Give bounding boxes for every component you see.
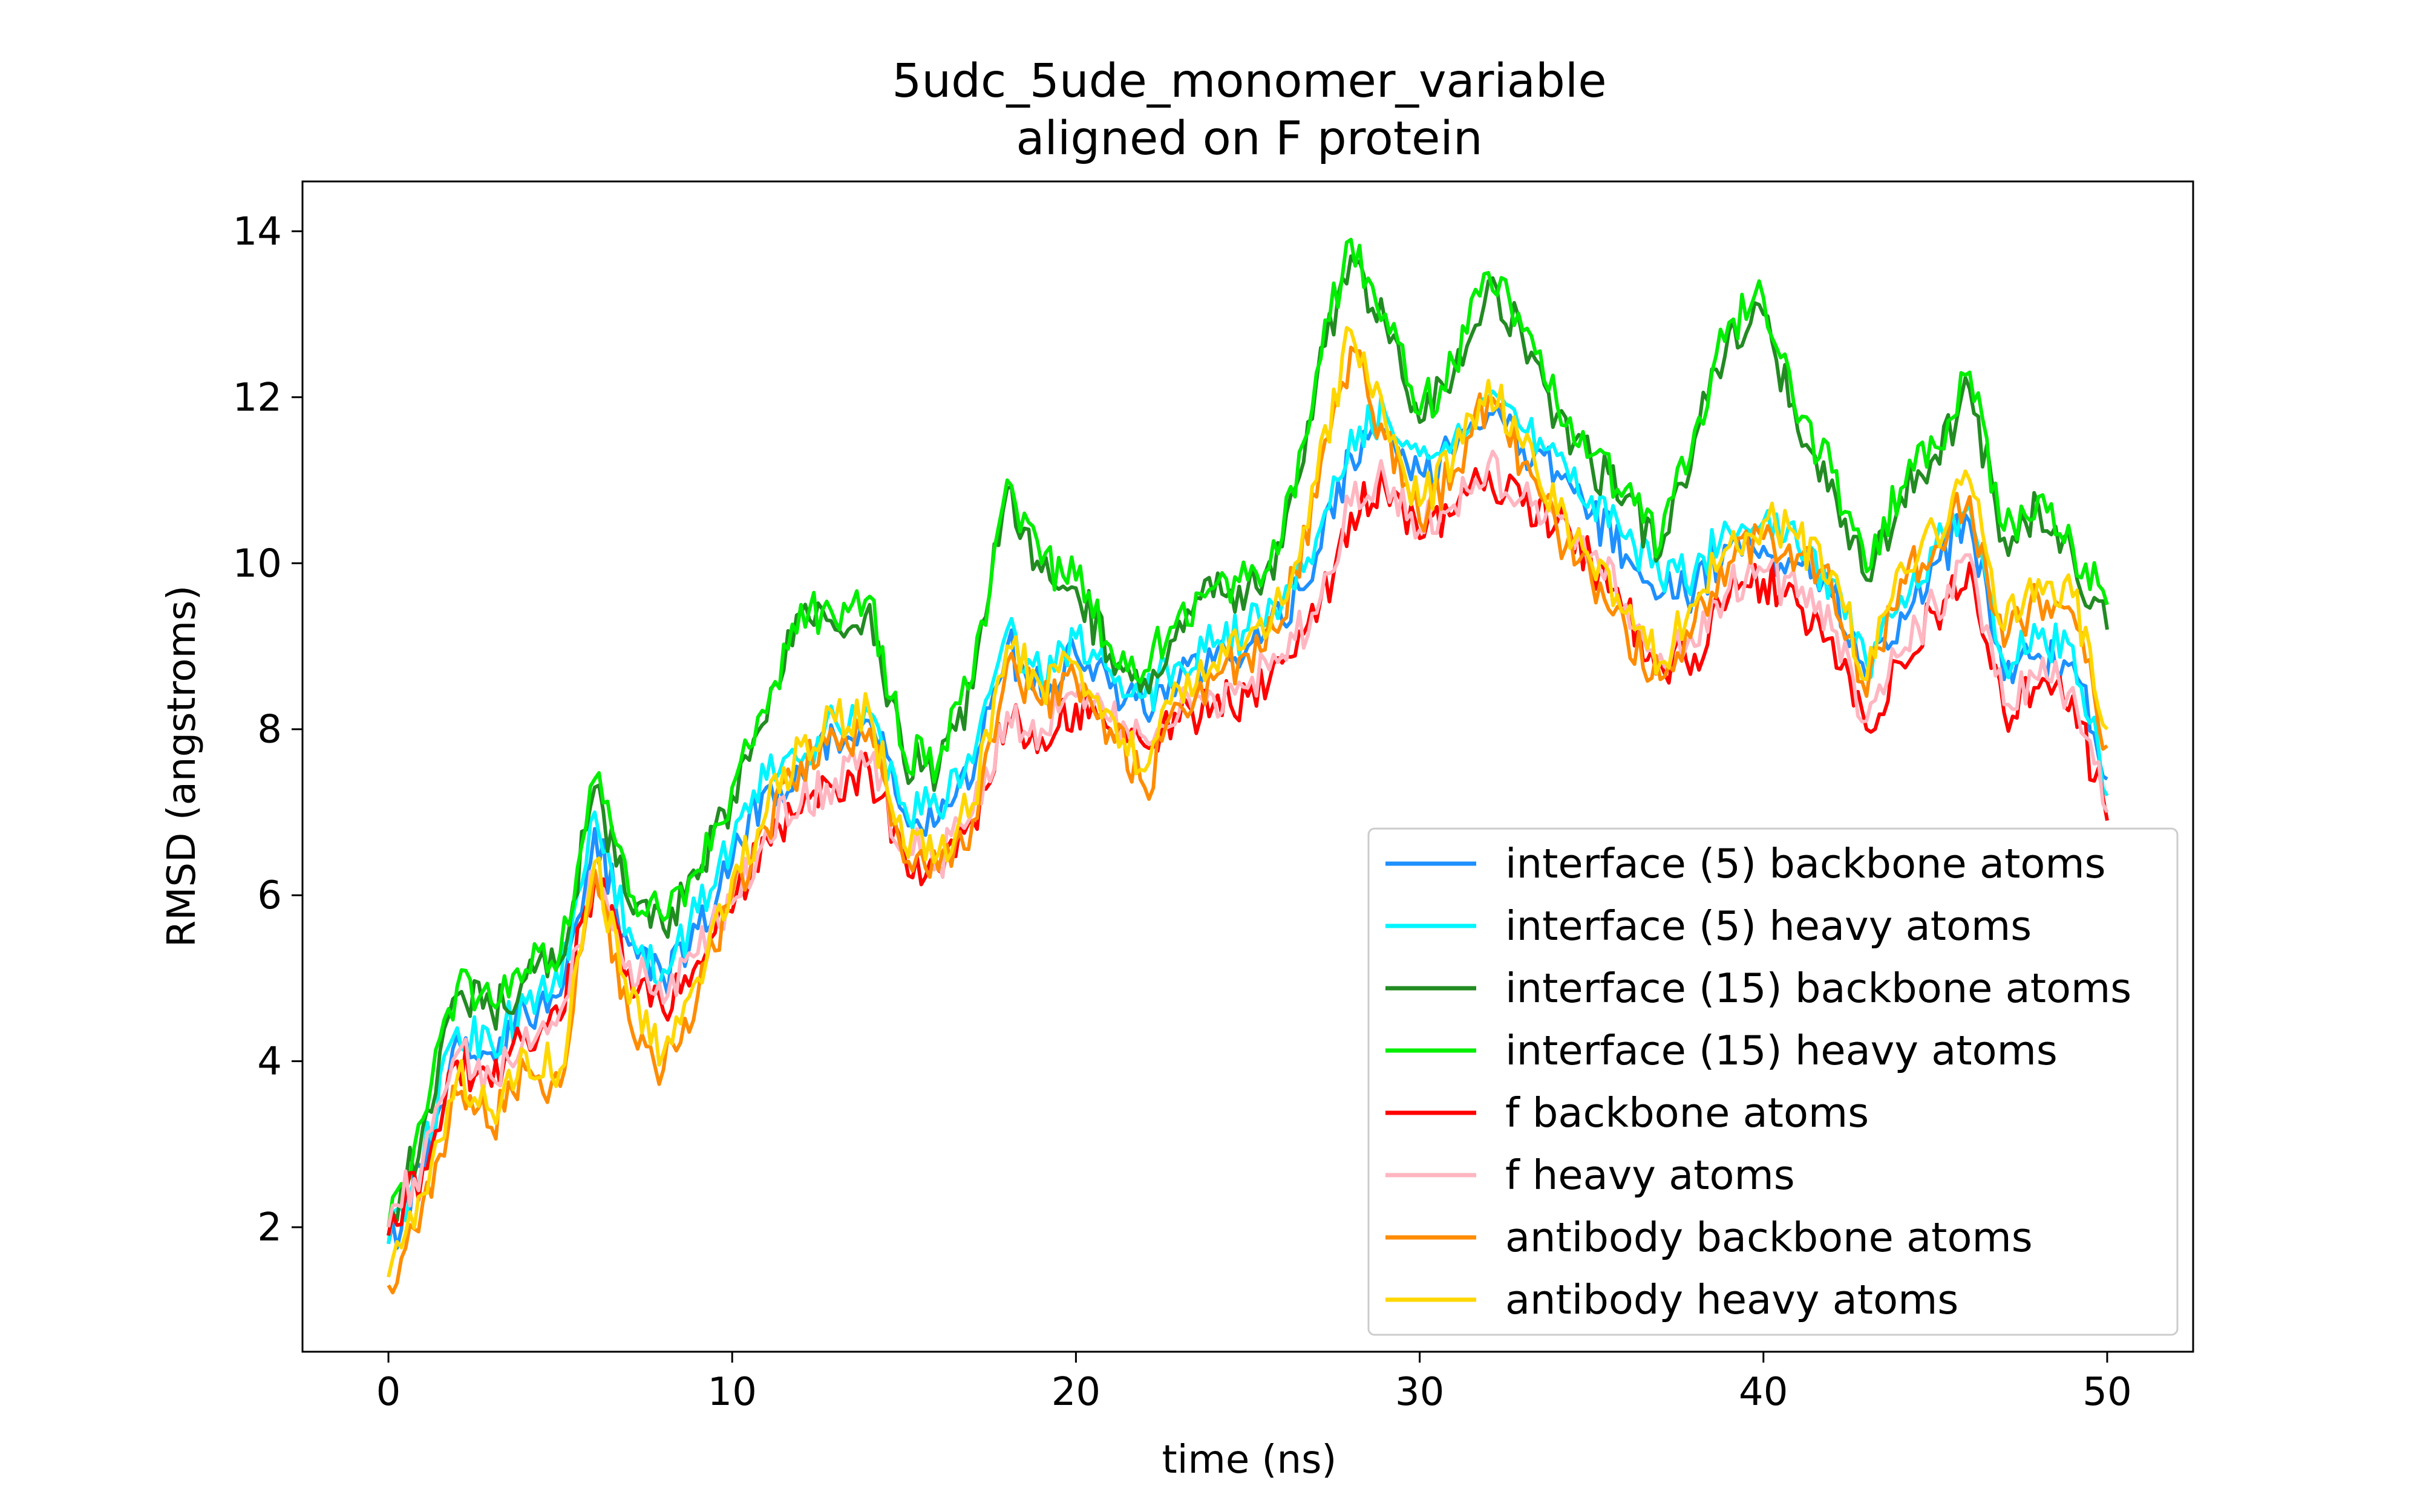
series-line-4 <box>387 238 2109 1228</box>
x-tick-label: 30 <box>1395 1370 1444 1415</box>
legend-box <box>1367 827 2179 1336</box>
y-tick-label: 12 <box>233 376 282 420</box>
y-tick-label: 8 <box>257 708 282 752</box>
legend-label-2: interface (5) heavy atoms <box>1505 902 2032 950</box>
x-tick-label: 10 <box>708 1370 757 1415</box>
x-tick-label: 40 <box>1739 1370 1788 1415</box>
legend-label-8: antibody heavy atoms <box>1505 1276 1958 1323</box>
y-tick-label: 4 <box>257 1040 282 1084</box>
series-line-2 <box>387 389 2109 1245</box>
chart-title: 5udc_5ude_monomer_variable <box>892 54 1606 108</box>
series-layer <box>387 238 2109 1295</box>
y-axis-label: RMSD (angstroms) <box>160 585 204 947</box>
legend-label-3: interface (15) backbone atoms <box>1505 965 2131 1012</box>
y-tick-label: 14 <box>233 209 282 254</box>
series-line-8 <box>387 326 2109 1278</box>
plot-frame <box>301 180 2194 1353</box>
y-tick-label: 10 <box>233 541 282 586</box>
legend-label-5: f backbone atoms <box>1505 1089 1869 1136</box>
x-tick-label: 20 <box>1051 1370 1100 1415</box>
x-tick-label: 0 <box>376 1370 401 1415</box>
series-line-3 <box>387 254 2109 1236</box>
legend-label-1: interface (5) backbone atoms <box>1505 840 2106 887</box>
y-tick-label: 2 <box>257 1205 282 1250</box>
legend-items: interface (5) backbone atoms interface (5… <box>1385 840 2131 1323</box>
legend-label-6: f heavy atoms <box>1505 1152 1795 1199</box>
x-axis-label: time (ns) <box>1162 1438 1337 1482</box>
series-line-6 <box>387 449 2109 1228</box>
y-tick-label: 6 <box>257 873 282 918</box>
legend: interface (5) backbone atoms interface (5… <box>1367 827 2179 1336</box>
chart-subtitle: aligned on F protein <box>1016 112 1482 166</box>
legend-label-7: antibody backbone atoms <box>1505 1214 2033 1261</box>
legend-label-4: interface (15) heavy atoms <box>1505 1027 2058 1074</box>
axis-ticks: 0 10 20 30 40 50 2 4 6 8 10 12 14 <box>233 209 2132 1415</box>
x-tick-label: 50 <box>2082 1370 2131 1415</box>
